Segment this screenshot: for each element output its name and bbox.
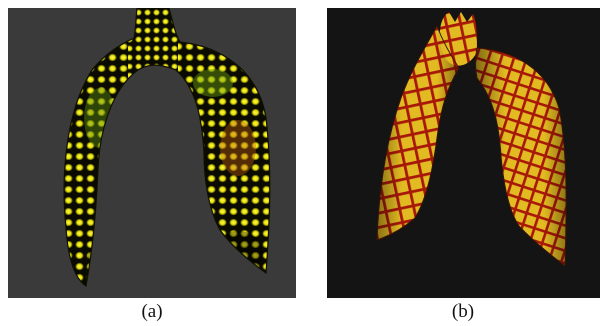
caption-a: (a): [141, 301, 163, 322]
caption-b: (b): [451, 301, 475, 322]
panel-b-image: [327, 8, 600, 298]
surface-render-dots: [8, 8, 296, 298]
surface-render-grid: [327, 8, 600, 298]
panel-a-image: [8, 8, 296, 298]
